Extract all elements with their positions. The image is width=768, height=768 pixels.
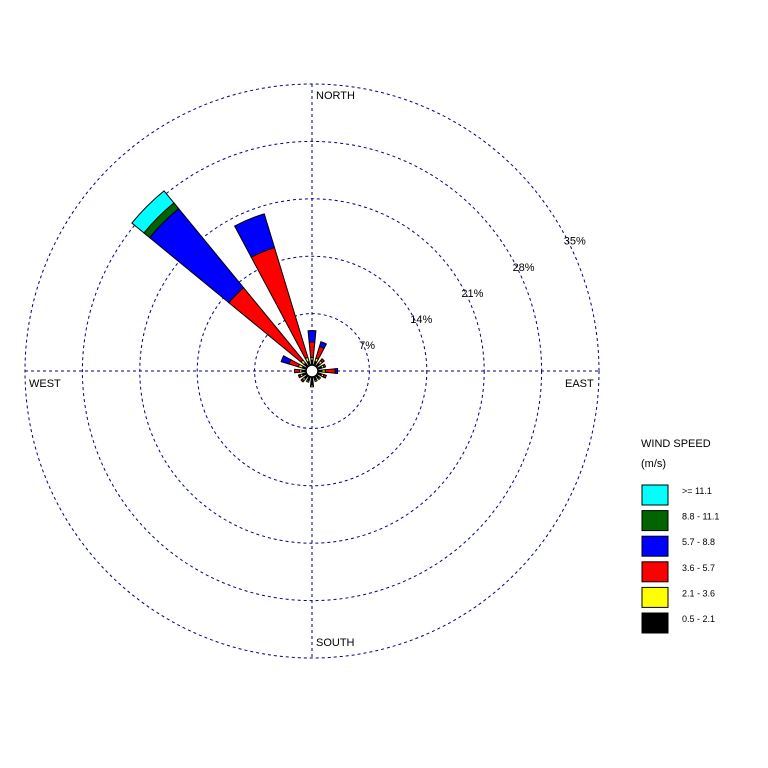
legend-label: 2.1 - 3.6 [682, 588, 715, 598]
east-label: EAST [565, 378, 594, 390]
petal-nne-bin-2 [315, 345, 325, 360]
legend-label: 0.5 - 2.1 [682, 614, 715, 624]
legend-swatch [641, 535, 669, 557]
legend-swatch [641, 561, 669, 583]
petal-s-bin-1 [309, 384, 315, 388]
petal-wnw-bin-3 [280, 355, 292, 365]
legend-swatch [641, 586, 669, 608]
north-label: NORTH [316, 90, 355, 102]
wind-petals [131, 190, 339, 388]
petal-w-bin-2 [294, 368, 301, 374]
legend-label: 8.8 - 11.1 [682, 512, 719, 522]
west-label: WEST [29, 378, 61, 390]
petal-sw-bin-2 [300, 378, 305, 383]
legend-label: >= 11.1 [682, 486, 712, 496]
ring-label: 28% [513, 262, 535, 274]
south-label: SOUTH [316, 637, 355, 649]
petal-e-bin-2 [324, 368, 336, 374]
petal-nne-bin-3 [318, 341, 328, 350]
ring-label: 35% [564, 236, 586, 248]
ring-labels: 7% 14% 21% 28% 35% [359, 236, 586, 352]
petal-wsw-bin-2 [297, 374, 302, 379]
petal-ne-bin-2 [319, 358, 325, 364]
petal-n-bin-2 [308, 341, 316, 359]
petal-n-bin-3 [307, 330, 317, 343]
calm-circle [305, 364, 319, 378]
ring-label: 7% [359, 340, 375, 352]
petal-ssw-bin-1 [305, 379, 310, 383]
legend-swatch [641, 612, 669, 634]
speed-legend: WIND SPEED (m/s) >= 11.1 8.8 - 11.1 5.7 - … [641, 438, 719, 634]
ring-label: 14% [410, 314, 432, 326]
legend-swatch [641, 484, 669, 506]
legend-label: 5.7 - 8.8 [682, 537, 715, 547]
legend-title: WIND SPEED [641, 438, 711, 450]
petal-nw-bin-5 [131, 190, 175, 234]
ring-14 [196, 255, 428, 487]
petal-se-bin-1 [317, 376, 322, 381]
petal-nnw-bin-3 [233, 213, 276, 258]
legend-label: 3.6 - 5.7 [682, 563, 715, 573]
petal-ene-bin-2 [322, 363, 327, 368]
petal-e-bin-3 [334, 367, 339, 375]
legend-unit: (m/s) [641, 458, 666, 470]
petal-sse-bin-1 [314, 378, 318, 383]
petal-ese-bin-2 [322, 374, 327, 379]
ring-label: 21% [461, 288, 483, 300]
petal-s-bin-0 [310, 376, 314, 386]
legend-swatch [641, 510, 669, 532]
